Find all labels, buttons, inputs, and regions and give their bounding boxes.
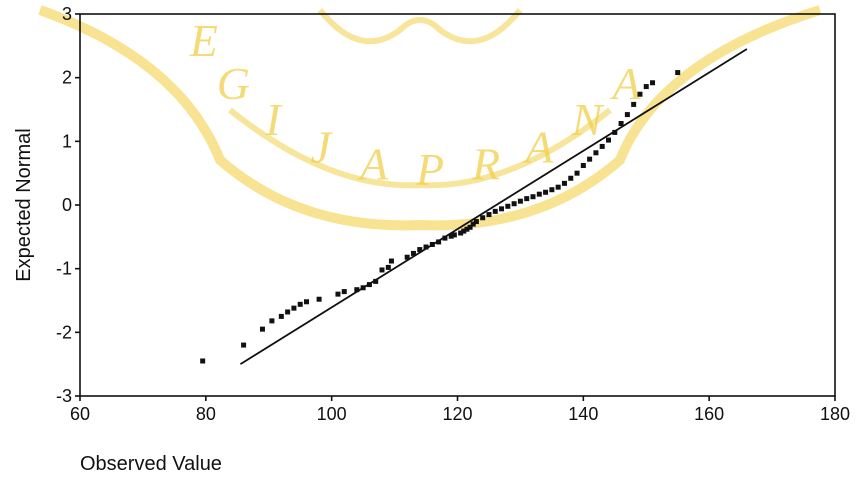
data-point — [297, 301, 303, 307]
data-point — [624, 112, 630, 118]
data-point — [417, 247, 423, 253]
y-tick-label: -2 — [56, 322, 72, 342]
data-point — [473, 219, 479, 225]
data-point — [436, 239, 442, 245]
data-point — [499, 206, 505, 212]
watermark-letter: E — [189, 15, 218, 66]
data-point — [587, 156, 593, 162]
data-point — [650, 80, 656, 86]
x-tick-label: 180 — [820, 404, 850, 424]
data-point — [316, 296, 322, 302]
data-point — [458, 230, 464, 236]
watermark-letter: A — [522, 121, 554, 172]
watermark-crest — [317, 8, 523, 45]
data-point — [259, 326, 265, 332]
data-point — [599, 143, 605, 149]
data-point — [618, 121, 624, 127]
data-point — [524, 196, 530, 202]
data-point — [373, 278, 379, 284]
data-point — [536, 191, 542, 197]
y-tick-label: 3 — [62, 4, 72, 24]
data-point — [278, 313, 284, 319]
data-point — [467, 224, 473, 230]
watermark-letter: N — [571, 94, 605, 145]
data-point — [385, 264, 391, 270]
data-point — [379, 267, 385, 273]
data-point — [269, 318, 275, 324]
data-point — [461, 228, 467, 234]
data-point — [543, 189, 549, 195]
x-tick-label: 120 — [442, 404, 472, 424]
watermark-letter: A — [357, 138, 389, 189]
y-tick-label: 1 — [62, 131, 72, 151]
data-point — [568, 175, 574, 181]
data-point — [492, 208, 498, 214]
watermark-seal-arc — [38, 5, 822, 231]
data-point — [593, 150, 599, 156]
data-point — [530, 194, 536, 200]
data-point — [423, 244, 429, 250]
x-tick-label: 140 — [568, 404, 598, 424]
y-axis-title: Expected Normal — [13, 128, 35, 281]
data-point — [335, 291, 341, 297]
x-tick-label: 60 — [70, 404, 90, 424]
y-tick-label: 0 — [62, 195, 72, 215]
watermark-letter: I — [264, 94, 283, 145]
data-point — [511, 201, 517, 207]
data-point — [517, 198, 523, 204]
data-point — [285, 309, 291, 315]
data-point — [643, 84, 649, 90]
data-point — [637, 91, 643, 97]
watermark-letter: J — [311, 121, 334, 172]
watermark-letter: G — [217, 58, 250, 109]
x-tick-label: 100 — [317, 404, 347, 424]
data-point — [549, 187, 555, 193]
data-point — [410, 250, 416, 256]
data-point — [675, 70, 681, 76]
data-point — [574, 170, 580, 176]
data-point — [631, 101, 637, 107]
data-point — [341, 289, 347, 295]
data-point — [561, 180, 567, 186]
data-point — [442, 235, 448, 241]
data-point — [451, 232, 457, 238]
data-point — [505, 203, 511, 209]
data-point — [580, 163, 586, 169]
data-point — [291, 305, 297, 311]
data-point — [470, 221, 476, 227]
data-point — [388, 258, 394, 264]
x-axis-title: Observed Value — [80, 453, 222, 475]
watermark-letter: A — [610, 58, 642, 109]
data-point — [555, 184, 561, 190]
data-point — [304, 299, 309, 305]
data-point — [241, 342, 247, 348]
data-point — [612, 129, 618, 135]
reference-line — [239, 48, 748, 365]
y-tick-label: -1 — [56, 259, 72, 279]
plot-frame — [79, 13, 836, 397]
watermark-inner-arc — [228, 107, 612, 189]
data-point — [486, 212, 492, 218]
watermark-letter: R — [471, 138, 500, 189]
data-point — [404, 254, 410, 260]
x-tick-label: 80 — [196, 404, 216, 424]
data-point — [448, 233, 454, 239]
y-tick-label: -3 — [56, 386, 72, 406]
y-tick-label: 2 — [62, 68, 72, 88]
data-point — [606, 137, 611, 143]
data-point — [354, 287, 360, 293]
data-point — [464, 226, 470, 232]
x-tick-label: 160 — [694, 404, 724, 424]
data-point — [200, 358, 206, 364]
watermark-letter: P — [415, 144, 444, 195]
data-point — [480, 215, 486, 221]
